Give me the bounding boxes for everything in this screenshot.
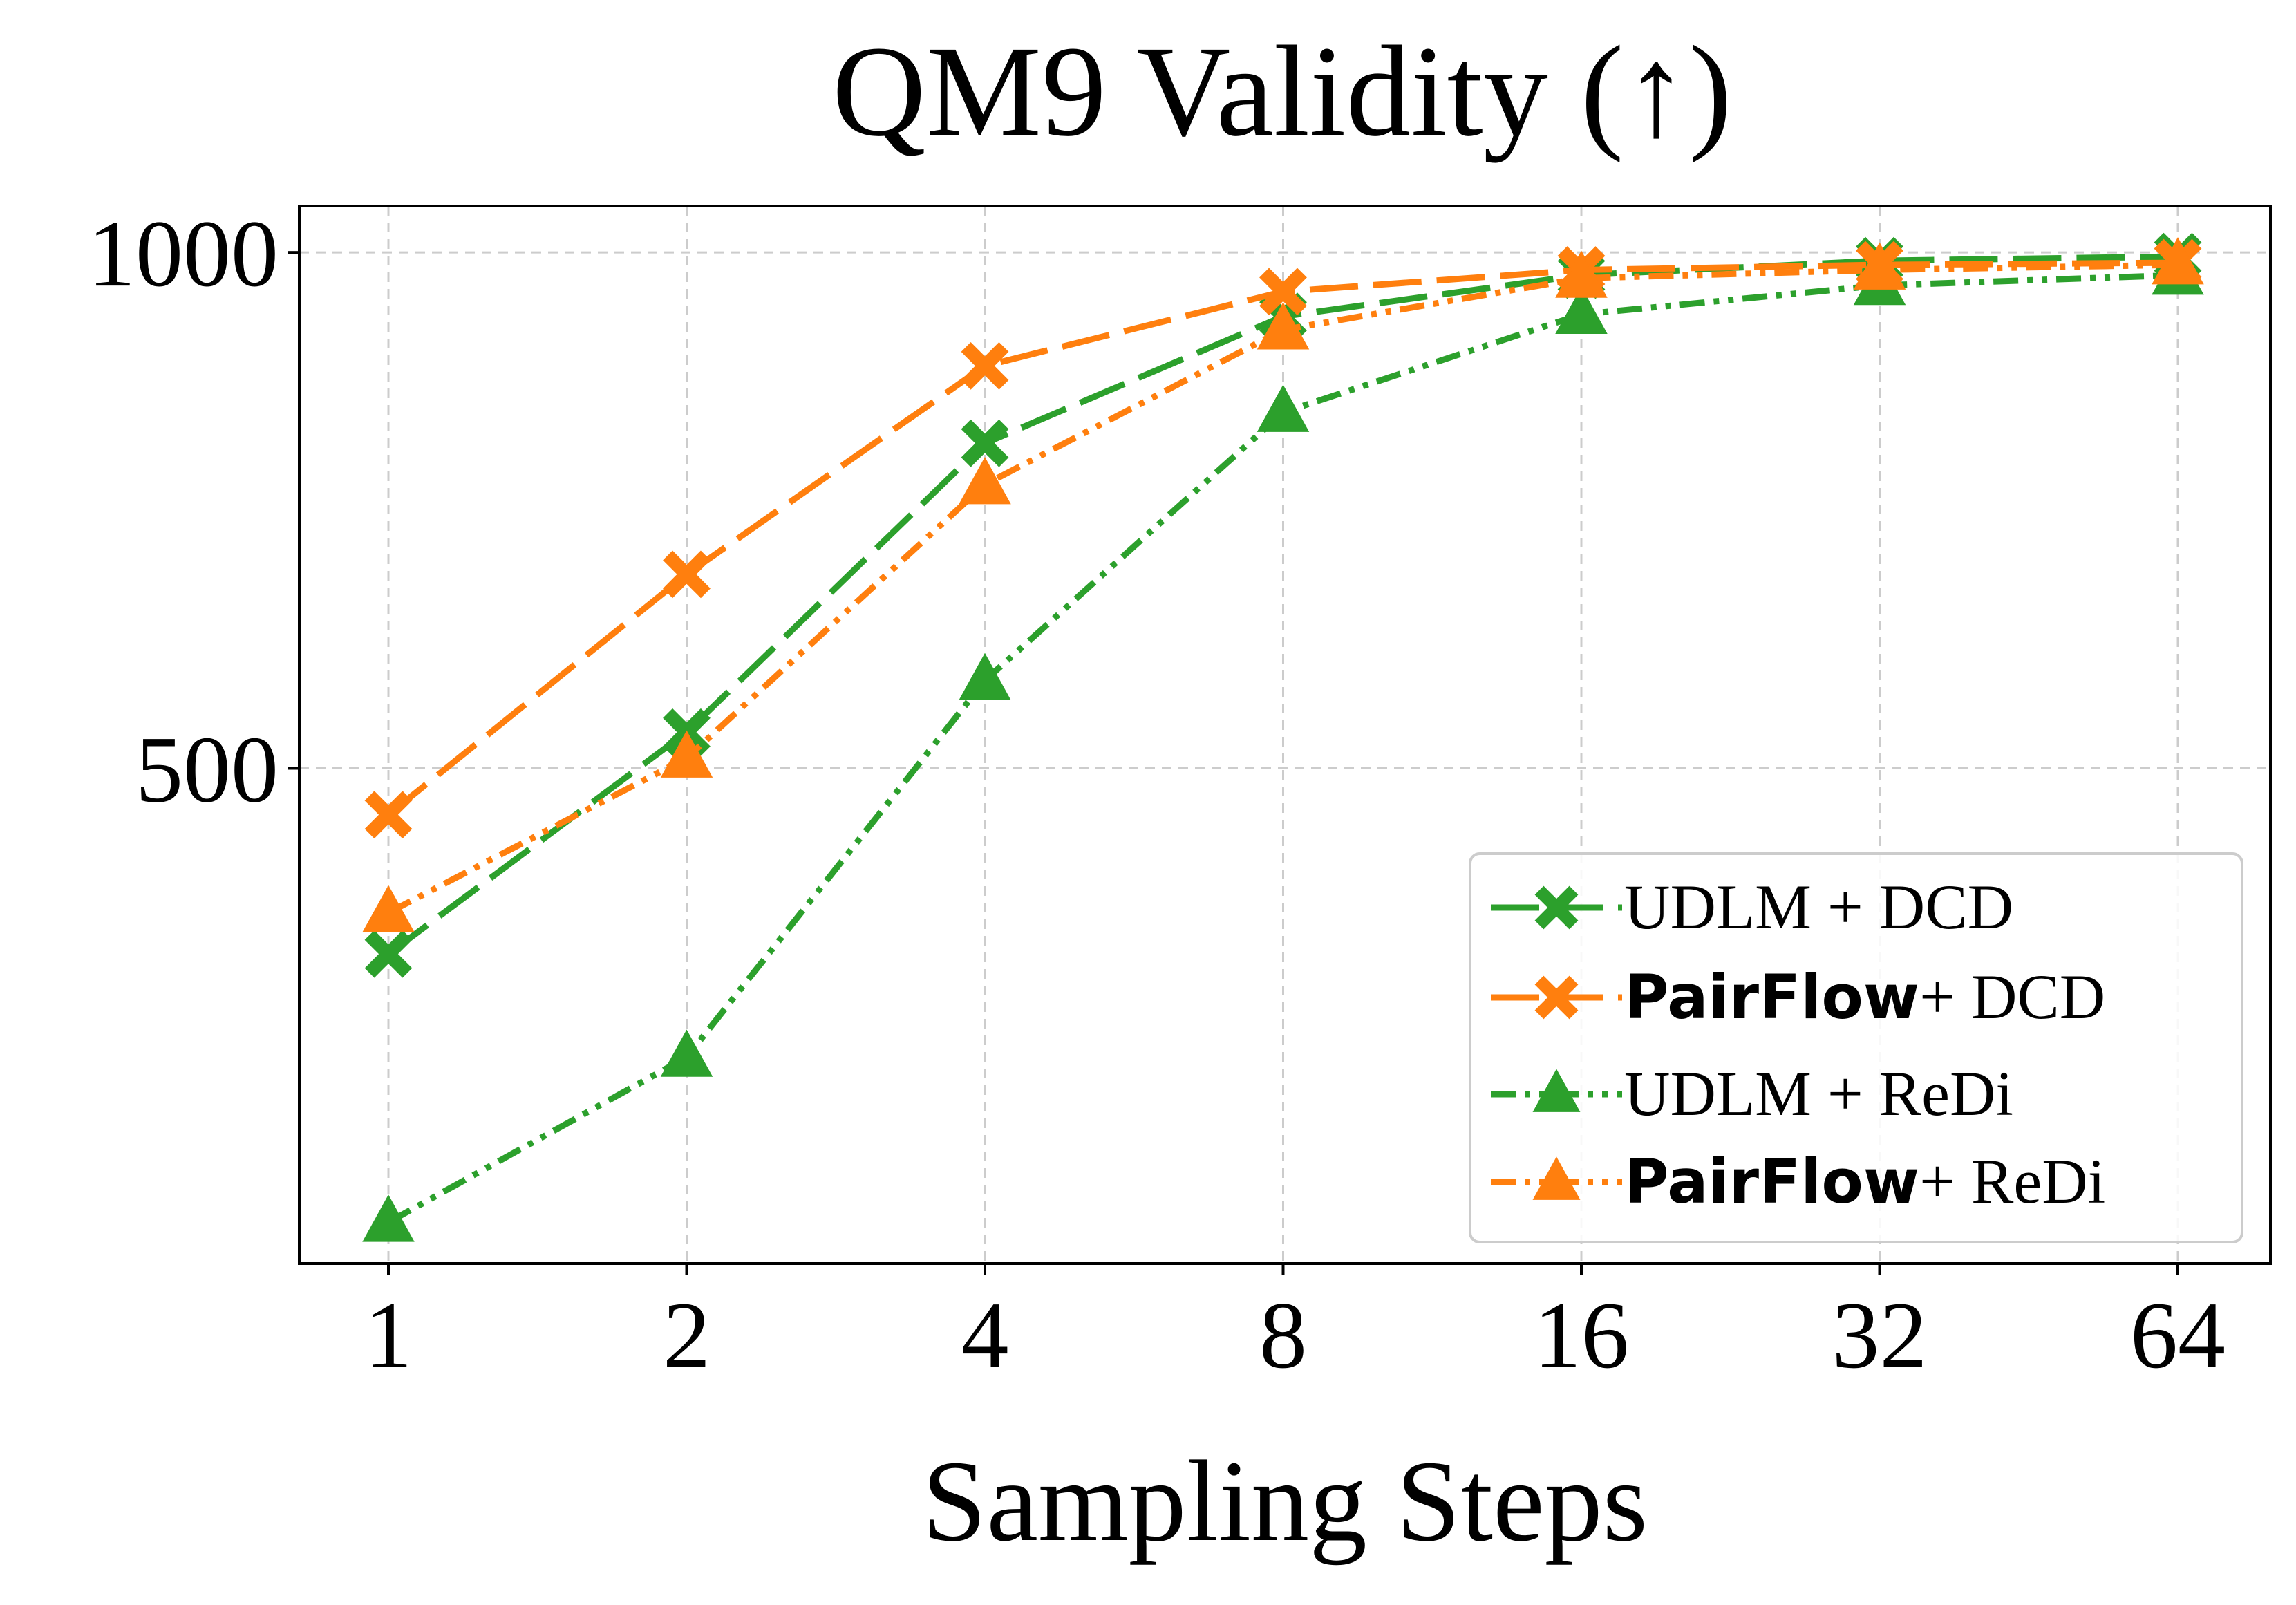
data-point [2152, 237, 2204, 285]
data-point [362, 1194, 415, 1242]
data-point [959, 653, 1011, 700]
data-point [1259, 268, 1307, 316]
y-tick-label: 500 [135, 717, 279, 823]
legend-entry: PairFlow+ DCD [1491, 961, 2105, 1033]
data-point [1555, 286, 1608, 335]
data-point [663, 550, 711, 599]
legend-marker [1532, 1069, 1581, 1112]
legend-label: PairFlow+ ReDi [1624, 1146, 2105, 1217]
data-point [364, 791, 413, 839]
x-tick-label: 16 [1534, 1282, 1629, 1388]
data-point [1853, 242, 1906, 290]
x-tick-label: 64 [2130, 1282, 2226, 1388]
tick-layer: 1 2 4 8 16 32 64 500 1000 [88, 200, 2226, 1388]
legend-label: UDLM + DCD [1624, 872, 2013, 942]
legend-label: UDLM + ReDi [1624, 1058, 2013, 1129]
plot-frame [298, 205, 2272, 1265]
data-point [1555, 250, 1608, 298]
legend-label-bold: PairFlow [1624, 1146, 1919, 1217]
data-point [1257, 384, 1310, 432]
series-3 [362, 237, 2204, 932]
x-tick-label: 32 [1832, 1282, 1928, 1388]
x-axis-label: Sampling Steps [922, 1437, 1648, 1566]
legend-frame [1469, 852, 2243, 1243]
legend-entry: PairFlow+ ReDi [1491, 1146, 2105, 1217]
legend-label-text: + ReDi [1919, 1146, 2105, 1217]
y-tick-label: 1000 [88, 200, 279, 306]
data-point [660, 730, 713, 778]
legend-marker [1532, 1156, 1581, 1200]
x-tick-label: 8 [1259, 1282, 1307, 1388]
legend-entry: UDLM + ReDi [1491, 1058, 2013, 1129]
data-point [362, 885, 415, 932]
legend-entry: UDLM + DCD [1491, 872, 2013, 942]
legend-label-text: UDLM + DCD [1624, 872, 2013, 942]
data-point [364, 930, 413, 978]
legend-marker [1534, 885, 1579, 930]
legend-label-text: + DCD [1919, 961, 2105, 1032]
data-point [1257, 302, 1310, 350]
data-point [961, 341, 1009, 390]
data-point [961, 419, 1009, 467]
legend-label: PairFlow+ DCD [1624, 961, 2105, 1033]
legend-label-text: UDLM + ReDi [1624, 1058, 2013, 1129]
data-point [959, 457, 1011, 505]
x-tick-label: 2 [663, 1282, 711, 1388]
data-point [660, 1029, 713, 1077]
series-layer [362, 232, 2204, 1242]
chart-title: QM9 Validity (↑) [832, 19, 1732, 163]
legend-marker [1534, 975, 1579, 1020]
legend-label-bold: PairFlow [1624, 961, 1919, 1033]
x-tick-label: 1 [365, 1282, 413, 1388]
x-tick-label: 4 [961, 1282, 1009, 1388]
